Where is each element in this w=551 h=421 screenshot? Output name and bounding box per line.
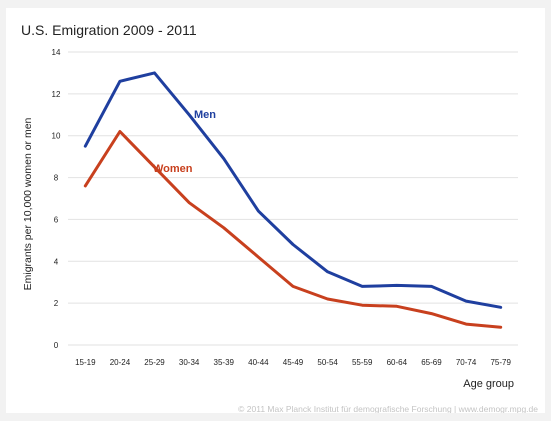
data-point-women: [257, 256, 260, 258]
series-label-men: Men: [194, 109, 216, 121]
y-tick-label: 10: [52, 132, 61, 141]
x-tick-label: 15-19: [75, 358, 96, 367]
x-tick-label: 55-59: [352, 358, 373, 367]
x-tick-label: 70-74: [456, 358, 477, 367]
y-tick-label: 2: [54, 299, 59, 308]
data-point-women: [326, 298, 329, 300]
x-tick-label: 40-44: [248, 358, 269, 367]
data-point-women: [430, 312, 433, 315]
data-point-men: [395, 284, 398, 287]
series-line-women: [83, 130, 503, 329]
data-point-men: [465, 300, 467, 302]
y-tick-label: 4: [54, 257, 59, 266]
y-axis-label: Emigrants per 10,000 women or men: [22, 117, 34, 290]
data-point-women: [465, 323, 467, 325]
series-line-men: [83, 71, 503, 309]
data-point-men: [292, 243, 294, 246]
x-tick-label: 30-34: [179, 358, 200, 367]
data-point-men: [326, 270, 329, 273]
credit-line: © 2011 Max Planck Institut für demografi…: [238, 404, 538, 413]
data-point-men: [499, 306, 502, 309]
data-point-women: [361, 304, 364, 307]
y-tick-label: 14: [52, 48, 61, 57]
data-point-men: [222, 157, 225, 160]
y-tick-label: 6: [54, 215, 59, 224]
x-tick-label: 25-29: [144, 358, 165, 367]
data-point-women: [292, 285, 294, 288]
x-tick-label: 75-79: [490, 358, 511, 367]
data-point-men: [361, 285, 364, 288]
data-point-women: [499, 326, 502, 329]
x-tick-label: 45-49: [283, 358, 304, 367]
data-point-women: [84, 185, 87, 187]
x-tick-label: 60-64: [387, 358, 408, 367]
data-point-men: [153, 72, 156, 74]
y-tick-label: 12: [52, 90, 61, 99]
y-tick-label: 0: [54, 341, 59, 350]
data-point-men: [119, 80, 121, 83]
x-axis-label: Age group: [463, 378, 514, 390]
data-point-women: [188, 201, 191, 204]
data-point-women: [395, 305, 398, 308]
data-point-women: [153, 166, 156, 169]
data-point-women: [119, 130, 121, 133]
x-tick-label: 35-39: [214, 358, 235, 367]
x-tick-label: 65-69: [421, 358, 442, 367]
data-point-men: [188, 113, 191, 116]
x-tick-label: 50-54: [317, 358, 338, 367]
data-point-men: [84, 145, 87, 148]
data-point-women: [222, 226, 225, 229]
x-tick-label: 20-24: [110, 358, 131, 367]
chart-title: U.S. Emigration 2009 - 2011: [21, 22, 197, 38]
data-point-men: [430, 285, 433, 288]
data-point-men: [257, 210, 260, 212]
y-tick-label: 8: [54, 174, 59, 183]
series-label-women: Women: [153, 163, 193, 175]
chart-card: U.S. Emigration 2009 - 2011 0 2 4 6 8 10 12 14 …: [6, 8, 545, 413]
emigration-line-chart: U.S. Emigration 2009 - 2011 02468101214 …: [21, 22, 538, 413]
